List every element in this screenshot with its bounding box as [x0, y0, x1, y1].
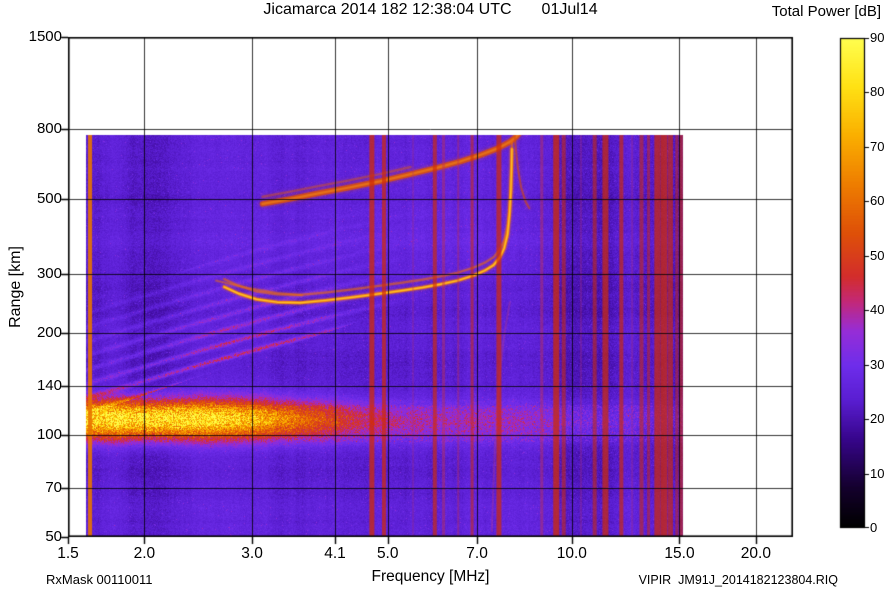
x-tick-label: 20.0: [740, 545, 771, 562]
x-tick-label: 4.1: [324, 545, 346, 562]
colorbar-tick-label: 0: [870, 520, 878, 535]
x-tick-label: 5.0: [376, 545, 399, 562]
y-tick-label: 200: [36, 324, 62, 342]
colorbar-tick-label: 40: [870, 302, 884, 318]
y-tick-label: 800: [36, 120, 62, 138]
colorbar-tick-label: 50: [870, 247, 884, 263]
y-tick-label: 500: [36, 189, 62, 207]
y-axis-label: Range [km]: [7, 246, 24, 328]
colorbar-tick-label: 10: [870, 465, 884, 481]
x-tick-label: 10.0: [556, 545, 587, 562]
colorbar-tick-label: 80: [870, 84, 884, 100]
y-tick-label: 140: [36, 376, 62, 394]
y-tick-label: 1500: [28, 28, 62, 45]
x-tick-label: 7.0: [466, 545, 488, 562]
colorbar-tick-label: 60: [870, 193, 884, 209]
y-tick-label: 70: [45, 478, 62, 496]
x-tick-label: 15.0: [664, 545, 695, 562]
plot-title: Jicamarca 2014 182 12:38:04 UTC: [263, 1, 512, 18]
colorbar-title: Total Power [dB]: [771, 3, 881, 20]
x-tick-label: 1.5: [57, 545, 79, 562]
y-tick-label: 50: [45, 528, 62, 545]
y-tick-label: 100: [36, 426, 62, 444]
x-tick-label: 3.0: [241, 545, 263, 562]
filename-label: VIPIR JM91J_2014182123804.RIQ: [638, 573, 838, 587]
rxmask-label: RxMask 00110011: [46, 572, 153, 587]
y-tick-label: 300: [36, 264, 62, 282]
x-axis-label: Frequency [MHz]: [371, 568, 490, 585]
plot-date: 01Jul14: [541, 1, 598, 18]
colorbar-tick-label: 90: [870, 30, 884, 45]
colorbar-tick-label: 70: [870, 138, 884, 154]
plot-title-row: Jicamarca 2014 182 12:38:04 UTC 01Jul14: [68, 1, 793, 19]
colorbar-tick-label: 30: [870, 356, 884, 372]
colorbar-tick-label: 20: [870, 411, 884, 427]
x-tick-label: 2.0: [133, 545, 156, 562]
